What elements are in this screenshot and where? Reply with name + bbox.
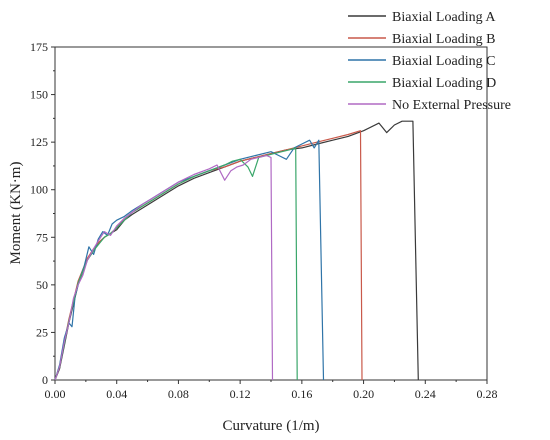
x-tick-label: 0.28 (477, 387, 498, 401)
legend-label-4: Biaxial Loading D (392, 76, 496, 91)
x-tick-label: 0.24 (415, 387, 436, 401)
x-tick-label: 0.04 (106, 387, 127, 401)
y-axis-title: Moment (KN·m) (8, 162, 24, 265)
y-tick-label: 175 (30, 40, 48, 54)
x-tick-label: 0.00 (45, 387, 66, 401)
x-tick-label: 0.08 (168, 387, 189, 401)
x-axis-title: Curvature (1/m) (222, 418, 319, 434)
y-tick-label: 100 (30, 183, 48, 197)
legend-label-3: Biaxial Loading C (392, 54, 495, 69)
y-tick-label: 25 (36, 325, 48, 339)
legend: Biaxial Loading A Biaxial Loading B Biaxia… (348, 10, 511, 113)
x-tick-label: 0.12 (230, 387, 251, 401)
y-tick-label: 150 (30, 88, 48, 102)
x-tick-label: 0.20 (353, 387, 374, 401)
y-tick-label: 50 (36, 278, 48, 292)
legend-label-5: No External Pressure (392, 98, 511, 113)
x-tick-label: 0.16 (291, 387, 312, 401)
y-tick-label: 75 (36, 230, 48, 244)
x-ticks: 0.00 0.04 0.08 0.12 0.16 0.20 0.24 0.28 (45, 380, 498, 401)
series-line-5 (54, 154, 274, 381)
y-tick-label: 0 (42, 373, 48, 387)
legend-label-1: Biaxial Loading A (392, 10, 496, 25)
legend-label-2: Biaxial Loading B (392, 32, 495, 47)
y-tick-label: 125 (30, 135, 48, 149)
series-layer (54, 120, 419, 381)
y-ticks: 0 25 50 75 100 125 150 175 (30, 40, 55, 387)
